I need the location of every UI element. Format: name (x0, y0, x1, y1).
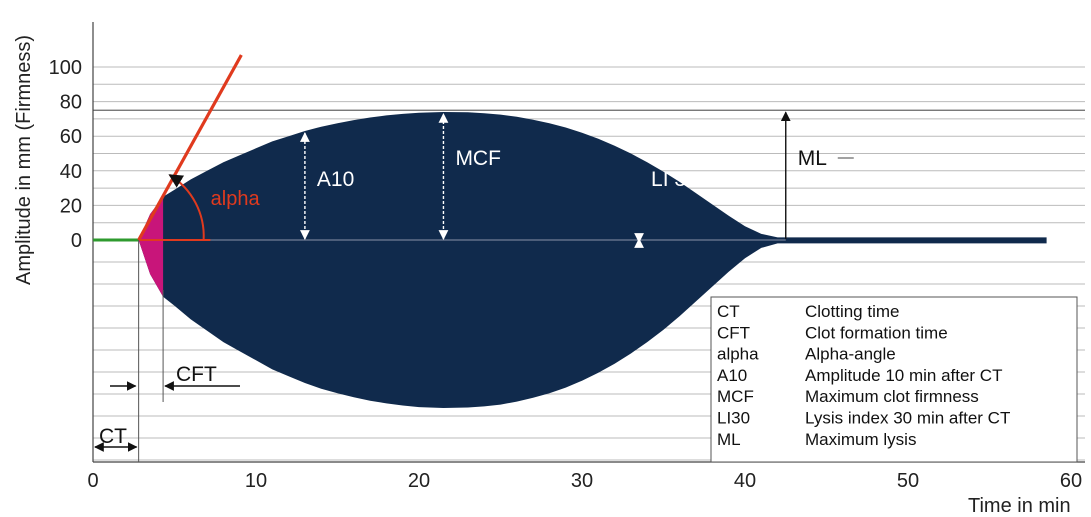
legend-box (710, 296, 1078, 463)
x-tick-label: 30 (571, 470, 593, 492)
ct-label: CT (99, 425, 127, 448)
alpha-label: alpha (211, 188, 261, 210)
y-tick-label: 100 (49, 57, 82, 79)
cft-label: CFT (176, 363, 217, 386)
legend-abbr: CT (717, 302, 740, 321)
alpha-arc (168, 174, 205, 241)
marker-ml-label: ML (798, 147, 827, 170)
tick-labels: 0 20 40 60 80 100 0 10 20 30 40 50 60 (49, 57, 1083, 492)
marker-li30-label: LI 30 (651, 168, 698, 191)
y-axis-label: Amplitude in mm (Firmness) (13, 35, 35, 285)
legend-abbr: ML (717, 430, 741, 449)
y-tick-label: 20 (60, 195, 82, 217)
y-tick-label: 40 (60, 161, 82, 183)
y-tick-label: 80 (60, 92, 82, 114)
x-axis-label: Time in min (968, 495, 1071, 517)
legend-desc: Lysis index 30 min after CT (805, 409, 1010, 428)
clot-amplitude-curve (93, 112, 1047, 408)
x-tick-label: 40 (734, 470, 756, 492)
legend-abbr: A10 (717, 366, 747, 385)
y-tick-label: 60 (60, 126, 82, 148)
alpha-tangent-line (137, 54, 243, 241)
legend-abbr: alpha (717, 345, 759, 364)
y-tick-label: 0 (71, 230, 82, 252)
legend-desc: Alpha-angle (805, 345, 896, 364)
legend-desc: Maximum clot firmness (805, 387, 979, 406)
x-tick-label: 20 (408, 470, 430, 492)
legend-abbr: MCF (717, 387, 754, 406)
legend-desc: Clotting time (805, 302, 899, 321)
marker-a10-label: A10 (317, 168, 354, 191)
legend-abbr: CFT (717, 323, 750, 342)
legend-desc: Clot formation time (805, 323, 948, 342)
marker-mcf-label: MCF (455, 147, 501, 170)
x-tick-label: 0 (87, 470, 98, 492)
legend-desc: Maximum lysis (805, 430, 916, 449)
legend: CT Clotting time CFT Clot formation time alp… (710, 296, 1078, 463)
legend-desc: Amplitude 10 min after CT (805, 366, 1002, 385)
plot-area: alpha A10 MCF LI 30 ML CT CFT (93, 54, 1047, 462)
x-tick-label: 10 (245, 470, 267, 492)
cft-area (138, 196, 164, 297)
x-tick-label: 60 (1060, 470, 1082, 492)
legend-abbr: LI30 (717, 409, 750, 428)
x-tick-label: 50 (897, 470, 919, 492)
